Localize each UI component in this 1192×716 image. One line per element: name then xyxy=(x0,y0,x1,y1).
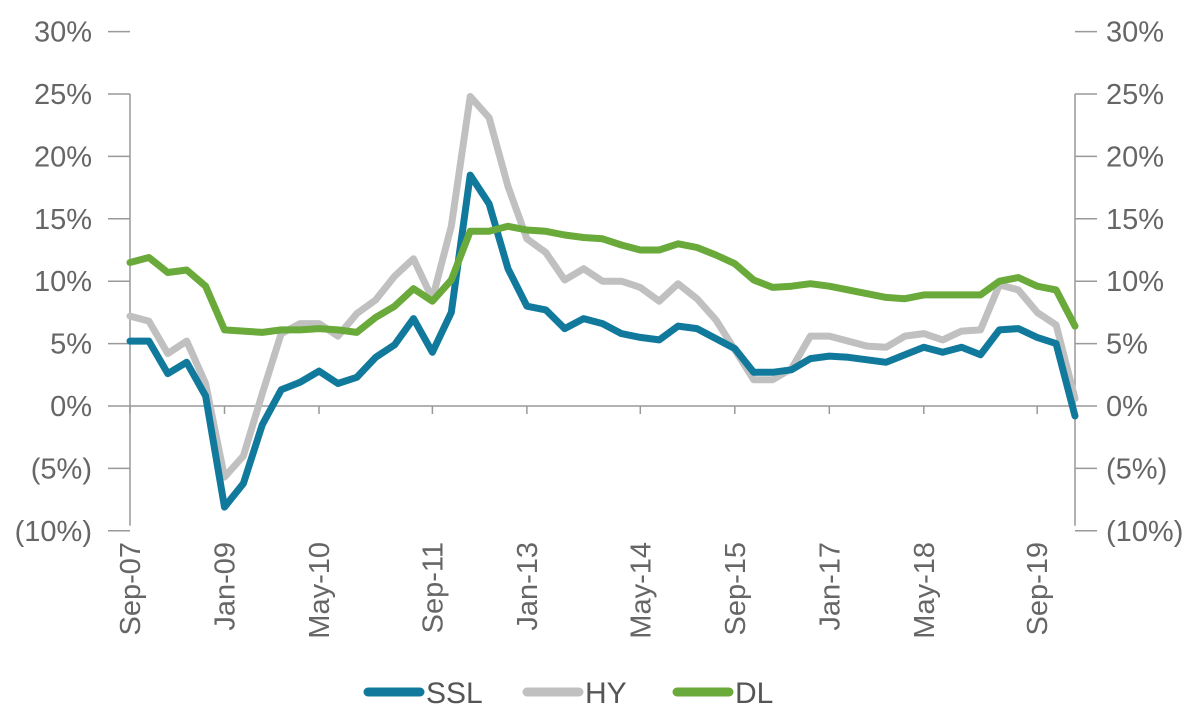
legend-label-hy: HY xyxy=(585,677,627,710)
series-line-dl xyxy=(126,222,1079,336)
y-tick-label-left: 0% xyxy=(50,391,92,423)
y-tick-label-left: 20% xyxy=(34,141,92,173)
y-tick-label-left: (10%) xyxy=(15,516,92,548)
y-tick-label-right: 15% xyxy=(1106,204,1164,236)
x-tick-label: May-14 xyxy=(625,542,657,639)
y-tick-label-right: 25% xyxy=(1106,79,1164,111)
series-line-ssl xyxy=(126,171,1079,511)
legend-label-ssl: SSL xyxy=(426,677,483,710)
left-y-axis-labels: 30% 25% 20% 15% 10% 5% 0% (5%) (10%) xyxy=(15,17,92,548)
x-tick-label: Sep-19 xyxy=(1022,542,1054,636)
x-tick-label: Sep-11 xyxy=(417,542,449,633)
right-y-axis-labels: 30% 25% 20% 15% 10% 5% 0% (5%) (10%) xyxy=(1106,17,1183,548)
y-tick-label-right: 10% xyxy=(1106,266,1164,298)
x-tick-label: Jan-13 xyxy=(512,542,544,631)
y-tick-label-left: 5% xyxy=(50,329,92,361)
y-tick-label-left: 10% xyxy=(34,266,92,298)
y-tick-label-left: (5%) xyxy=(31,453,92,485)
y-tick-label-right: 20% xyxy=(1106,141,1164,173)
series-line-hy xyxy=(126,93,1079,481)
y-tick-label-right: 0% xyxy=(1106,391,1148,423)
x-tick-label: May-10 xyxy=(304,542,336,639)
y-tick-label-left: 25% xyxy=(34,79,92,111)
y-tick-label-right: 30% xyxy=(1106,17,1164,49)
y-tick-label-left: 30% xyxy=(34,17,92,49)
x-axis-labels: Sep-07 Jan-09 May-10 Sep-11 Jan-13 May-14 Sep-… xyxy=(115,542,1054,639)
x-tick-label: Jan-09 xyxy=(210,542,242,631)
x-tick-label: Sep-07 xyxy=(115,542,147,636)
legend-label-dl: DL xyxy=(735,677,773,710)
chart-series-lines xyxy=(126,93,1079,511)
x-tick-label: Sep-15 xyxy=(720,542,752,636)
y-tick-label-right: (10%) xyxy=(1106,516,1183,548)
y-tick-label-left: 15% xyxy=(34,204,92,236)
x-tick-label: May-18 xyxy=(909,542,941,639)
y-tick-label-right: (5%) xyxy=(1106,453,1167,485)
y-tick-label-right: 5% xyxy=(1106,329,1148,361)
chart-legend: SSL HY DL xyxy=(363,677,773,710)
chart-axes xyxy=(108,30,1097,532)
x-tick-label: Jan-17 xyxy=(814,542,846,631)
